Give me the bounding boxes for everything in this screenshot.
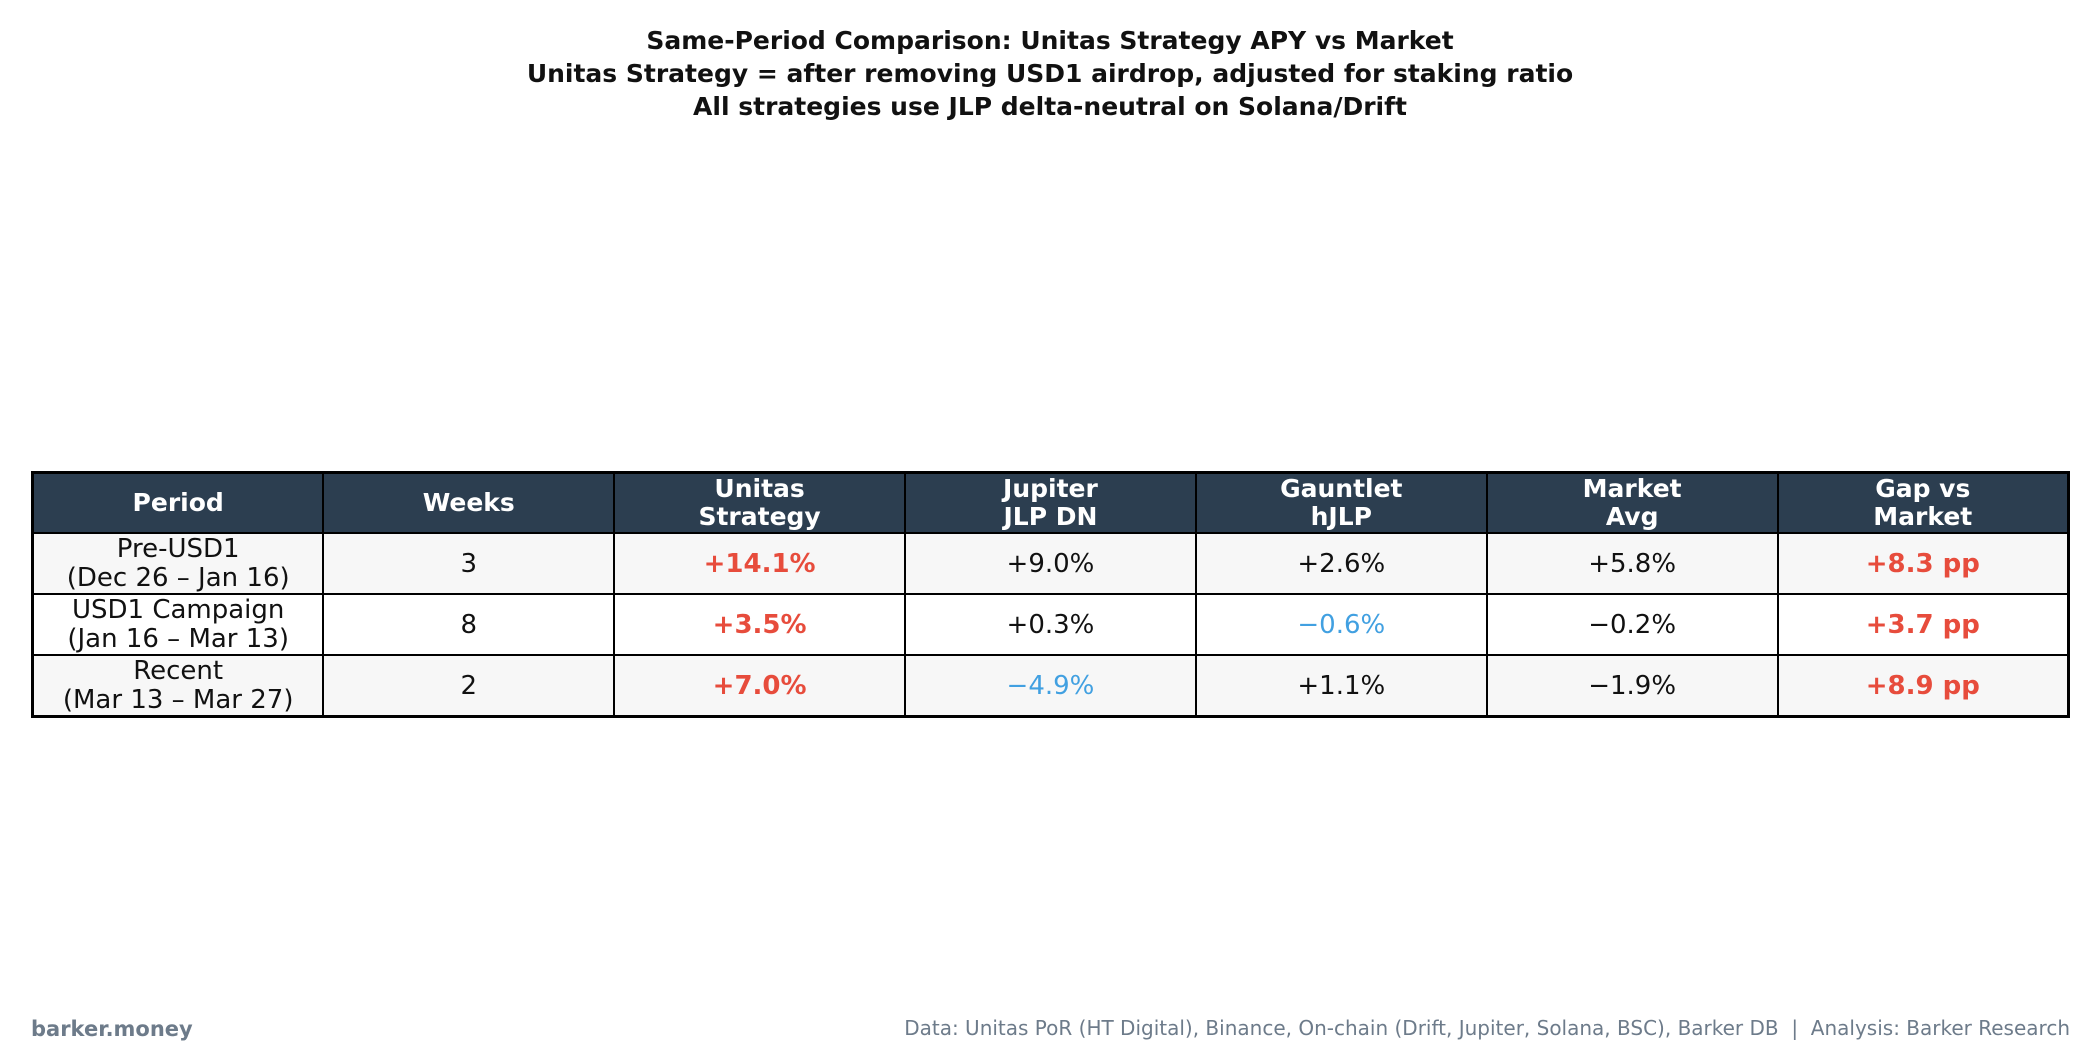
header-gauntlet-hjlp: Gauntlet hJLP bbox=[1194, 471, 1488, 534]
header-period-label: Period bbox=[132, 488, 224, 517]
cell-weeks: 3 bbox=[322, 532, 616, 595]
cell-unitas-strategy: +3.5% bbox=[613, 593, 907, 656]
cell-gap-vs-market: +8.9 pp bbox=[1776, 654, 2070, 718]
header-gap-vs-market: Gap vs Market bbox=[1776, 471, 2070, 534]
header-weeks-label: Weeks bbox=[422, 488, 515, 517]
cell-unitas-strategy: +7.0% bbox=[613, 654, 907, 718]
cell-gauntlet-hjlp: −0.6% bbox=[1194, 593, 1488, 656]
table-row-recent: Recent (Mar 13 – Mar 27) 2 +7.0% −4.9% +1… bbox=[31, 654, 2070, 718]
chart-subtitle-line-1: Unitas Strategy = after removing USD1 ai… bbox=[526, 59, 1574, 88]
cell-weeks: 8 bbox=[322, 593, 616, 656]
cell-market-avg: −0.2% bbox=[1485, 593, 1779, 656]
header-weeks: Weeks bbox=[322, 471, 616, 534]
comparison-table: Period Weeks Unitas Strategy Jupiter JLP D… bbox=[31, 471, 2070, 718]
cell-period: USD1 Campaign (Jan 16 – Mar 13) bbox=[31, 593, 325, 656]
table-row-usd1-campaign: USD1 Campaign (Jan 16 – Mar 13) 8 +3.5% +… bbox=[31, 593, 2070, 656]
cell-market-avg: +5.8% bbox=[1485, 532, 1779, 595]
cell-unitas-strategy: +14.1% bbox=[613, 532, 907, 595]
brand-wordmark: barker.money bbox=[31, 1017, 193, 1041]
cell-gauntlet-hjlp: +1.1% bbox=[1194, 654, 1488, 718]
cell-gauntlet-hjlp: +2.6% bbox=[1194, 532, 1488, 595]
cell-gap-vs-market: +3.7 pp bbox=[1776, 593, 2070, 656]
header-unitas-strategy: Unitas Strategy bbox=[613, 471, 907, 534]
header-jupiter-jlp-dn: Jupiter JLP DN bbox=[904, 471, 1197, 534]
table-header-row: Period Weeks Unitas Strategy Jupiter JLP D… bbox=[31, 471, 2070, 534]
cell-period: Recent (Mar 13 – Mar 27) bbox=[31, 654, 325, 718]
cell-jupiter-jlp-dn: +9.0% bbox=[904, 532, 1197, 595]
cell-jupiter-jlp-dn: −4.9% bbox=[904, 654, 1197, 718]
header-market-avg: Market Avg bbox=[1485, 471, 1779, 534]
chart-subtitle-line-2: All strategies use JLP delta-neutral on … bbox=[693, 92, 1407, 121]
cell-weeks: 2 bbox=[322, 654, 616, 718]
header-period: Period bbox=[31, 471, 325, 534]
data-source-note: Data: Unitas PoR (HT Digital), Binance, … bbox=[904, 1016, 2070, 1040]
cell-period: Pre-USD1 (Dec 26 – Jan 16) bbox=[31, 532, 325, 595]
cell-market-avg: −1.9% bbox=[1485, 654, 1779, 718]
table-row-pre-usd1: Pre-USD1 (Dec 26 – Jan 16) 3 +14.1% +9.0%… bbox=[31, 532, 2070, 595]
cell-gap-vs-market: +8.3 pp bbox=[1776, 532, 2070, 595]
cell-jupiter-jlp-dn: +0.3% bbox=[904, 593, 1197, 656]
chart-title-line-1: Same-Period Comparison: Unitas Strategy … bbox=[646, 26, 1454, 55]
chart-title: Same-Period Comparison: Unitas Strategy … bbox=[0, 24, 2100, 123]
